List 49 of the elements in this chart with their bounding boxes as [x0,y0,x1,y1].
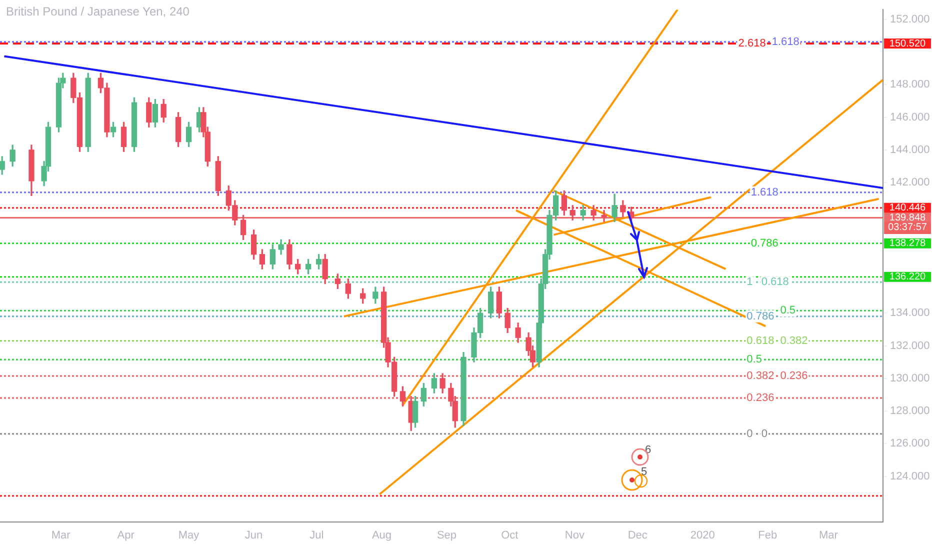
text: 03:37:57 [884,222,931,234]
annotation: 0.786 [750,237,778,250]
annotation: 0 [746,428,753,440]
x-tick-label: Nov [564,530,585,542]
x-tick-label: May [178,530,200,542]
annotation: 0.236 [746,392,774,404]
y-tick-label: 144.000 [890,144,930,156]
ref-line-label: 150.520 [889,38,926,50]
annotation: 0.236 [780,370,808,382]
chart-title: British Pound / Japanese Yen, 240 [6,4,190,18]
x-tick-label: 2020 [690,530,715,542]
ref-line-label: 140.446 [889,202,926,214]
x-tick-label: Mar [51,530,71,542]
y-tick-label: 126.000 [890,438,930,450]
annotation: 0.382 [746,370,774,382]
y-tick-label: 132.000 [890,340,930,352]
x-tick-label: Feb [758,530,778,542]
annotation: 0.5 [746,354,762,366]
annotation: 1 [746,276,753,288]
x-tick-label: Sep [436,530,457,542]
annotation: 1.618 [750,186,778,198]
annotation: 0.786 [746,310,774,322]
annotation: 0.618 [761,276,789,288]
y-tick-label: 142.000 [890,176,930,189]
x-tick-label: Jul [310,530,324,542]
annotation: 0.618 [746,334,774,347]
x-tick-label: Dec [628,530,648,542]
annotation: 0.5 [780,304,796,317]
y-tick-label: 130.000 [890,372,930,384]
annotation: 6 [645,444,652,457]
x-tick-label: Jun [244,530,263,542]
ref-line-label: 138.278 [889,238,926,250]
annotation: 2.618 [738,38,766,50]
y-tick-label: 152.000 [890,13,930,26]
x-tick-label: Mar [818,530,838,542]
annotation: 0.382 [780,334,808,347]
y-tick-label: 128.000 [890,405,930,418]
annotation: 5 [641,466,648,479]
x-tick-label: Apr [117,530,135,542]
y-tick-label: 146.000 [890,111,930,124]
y-tick-label: 124.000 [890,470,930,482]
annotation: 1.618 [772,36,800,48]
ref-line-label: 139.848 [889,212,926,224]
ref-line-label: 136.220 [889,272,926,283]
y-tick-label: 134.000 [890,307,930,320]
y-tick-label: 148.000 [890,78,930,91]
annotation: 0 [761,428,768,440]
x-tick-label: Aug [372,530,392,542]
x-tick-label: Oct [501,530,518,542]
